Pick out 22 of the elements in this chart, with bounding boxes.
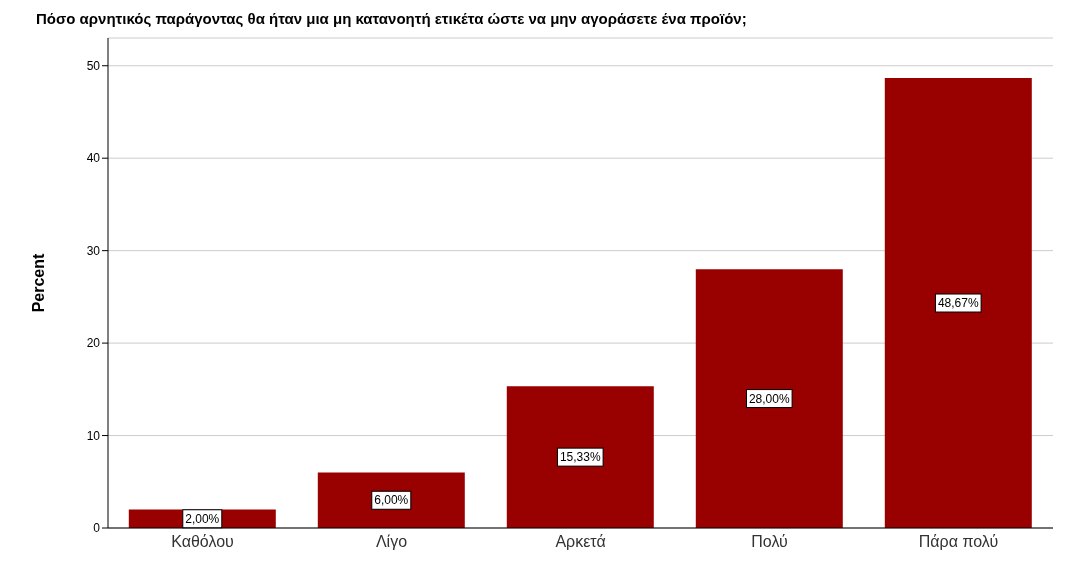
y-tick-label: 0 [93, 521, 101, 536]
x-tick-label: Λίγο [375, 533, 408, 551]
x-tick-label: Πολύ [751, 533, 788, 551]
y-tick-label: 10 [86, 428, 101, 443]
x-tick-label: Καθόλου [171, 533, 234, 551]
data-label: 28,00% [748, 391, 790, 406]
y-tick-label: 50 [86, 59, 101, 73]
bar [317, 472, 465, 528]
bar [506, 386, 654, 528]
x-tick-label: Αρκετά [555, 533, 606, 551]
x-tick-label: Πάρα πολύ [918, 533, 999, 551]
data-label: 15,33% [559, 450, 601, 465]
data-label: 6,00% [374, 493, 409, 508]
y-axis-title: Percent [29, 252, 47, 313]
chart-title: Πόσο αρνητικός παράγοντας θα ήταν μια μη κατανοητή ετικέτα ώστε να μην αγοράσετε ένα προϊόν; [36, 10, 747, 27]
data-label: 48,67% [937, 296, 979, 311]
bar [695, 269, 843, 528]
y-tick-label: 20 [86, 336, 101, 351]
data-label: 2,00% [185, 511, 220, 526]
bar [884, 78, 1032, 528]
y-tick-label: 30 [86, 243, 101, 258]
y-tick-label: 40 [86, 151, 101, 166]
